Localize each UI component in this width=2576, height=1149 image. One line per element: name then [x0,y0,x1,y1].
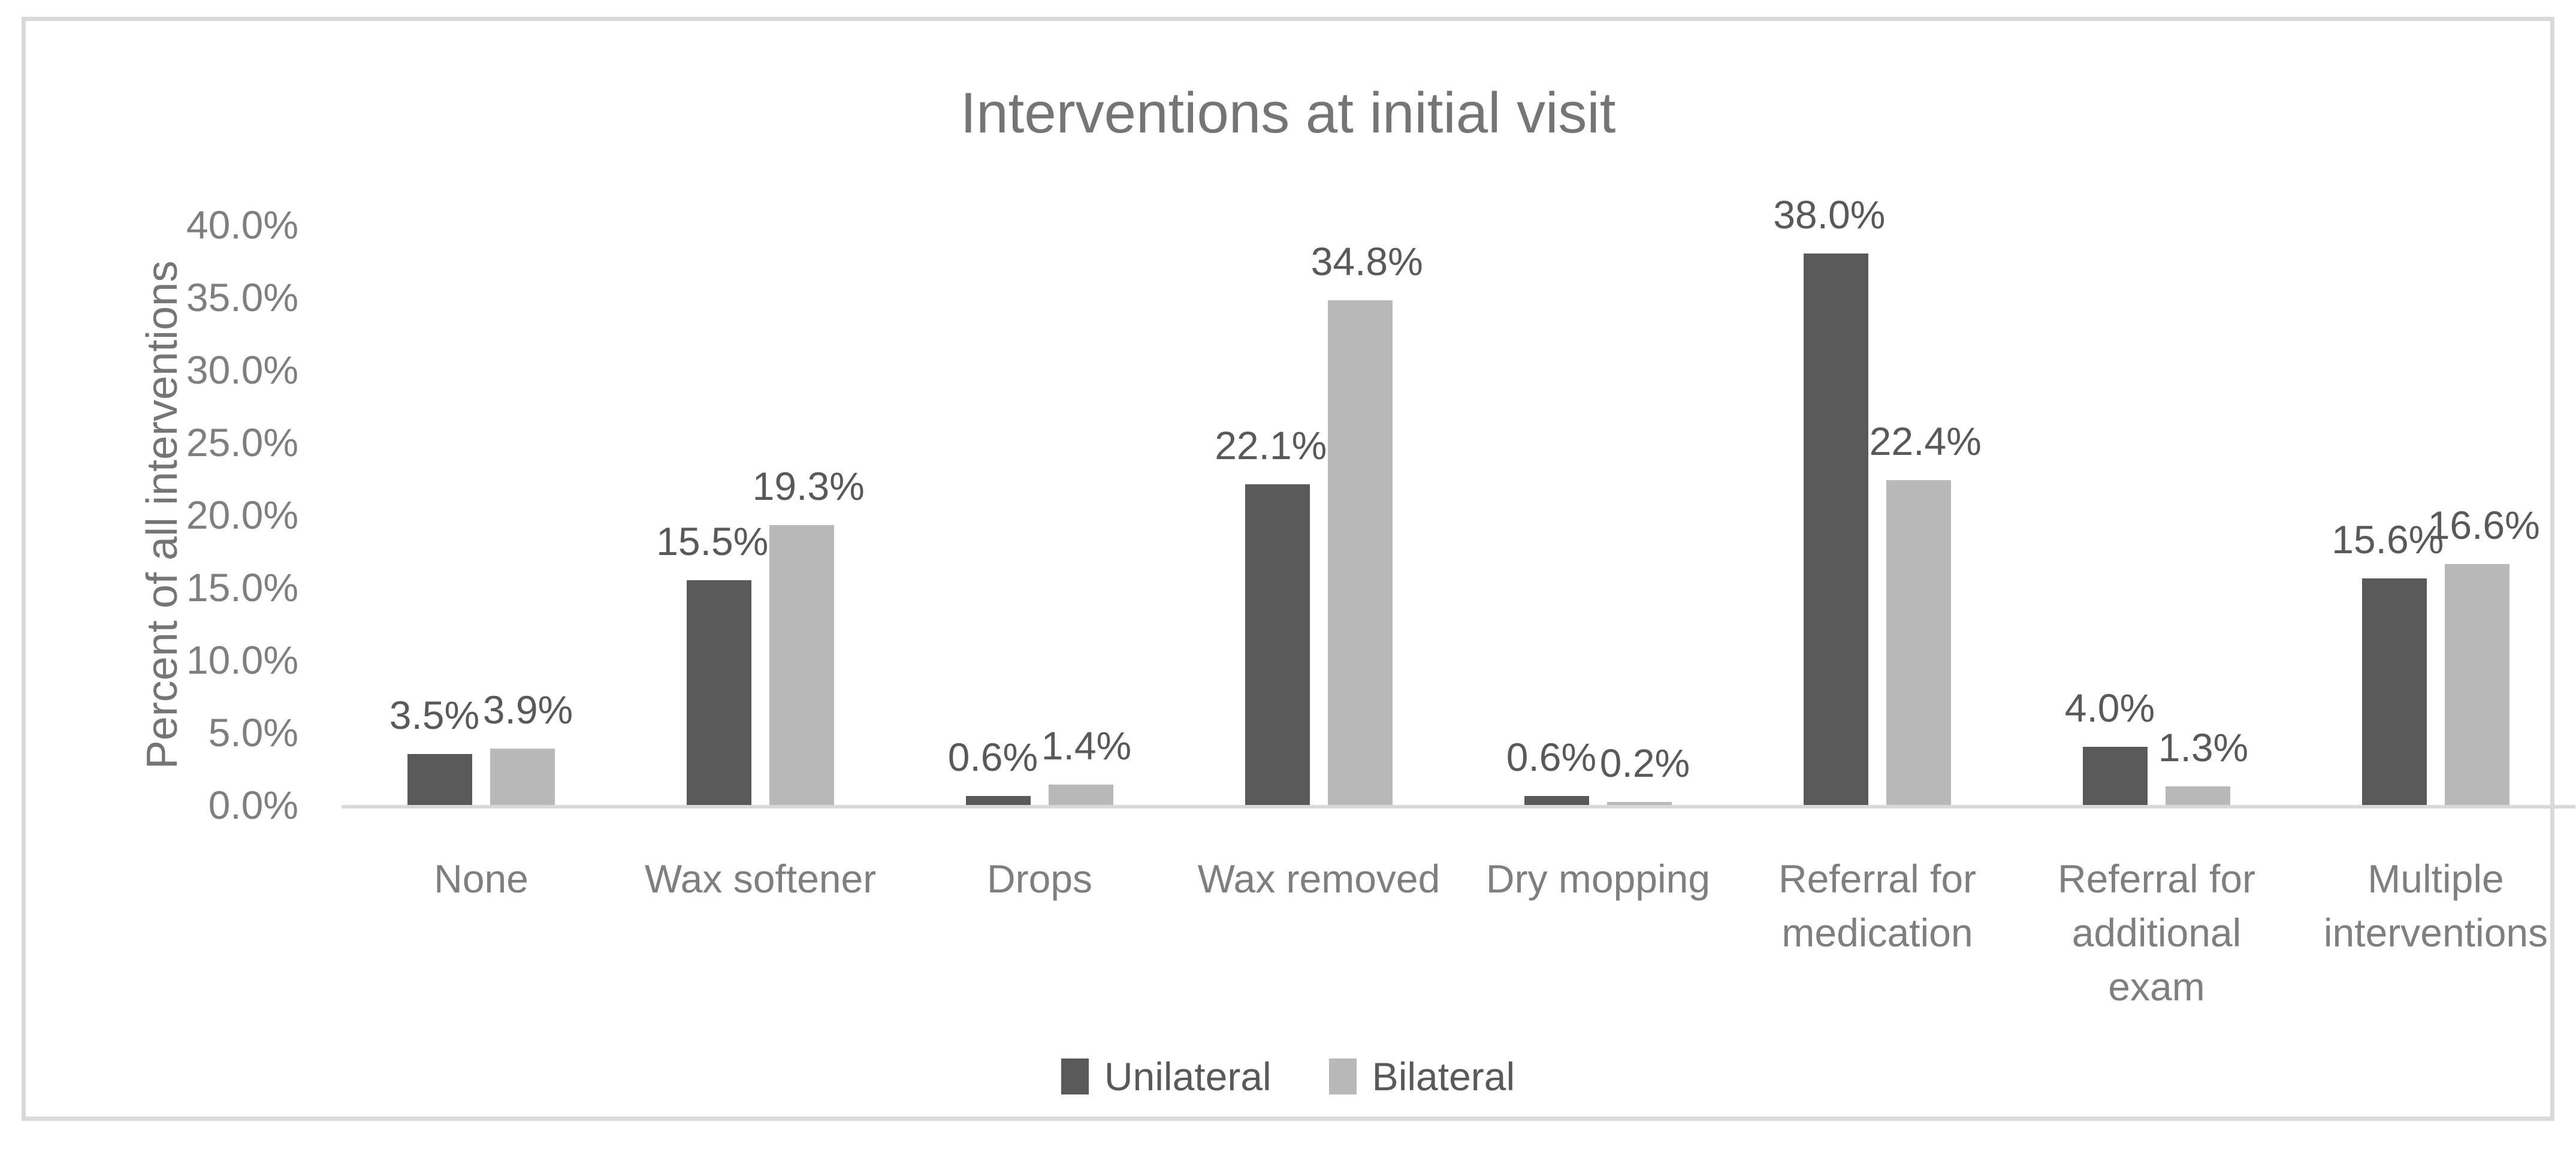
y-tick-label: 25.0% [186,420,298,465]
plot-area: 3.5% 3.9% 15.5% 19.3% 0.6% 1.4% 22.1% 34.8% 0.6%… [342,192,2575,809]
category-cell: Drops [900,852,1179,1014]
data-label-bilateral: 34.8% [1310,239,1423,284]
data-label-unilateral: 38.0% [1773,192,1886,237]
legend-item-unilateral: Unilateral [1061,1054,1272,1099]
category-label: Wax removed [1197,857,1440,901]
bar-bilateral [1328,300,1393,805]
bar-group: 38.0% 22.4% [1738,192,2017,805]
category-label: Referral for medication [1778,857,1977,955]
data-label-unilateral: 15.5% [656,518,769,563]
bar-group: 3.5% 3.9% [342,225,621,805]
data-label-bilateral: 16.6% [2427,503,2540,548]
bar-group: 15.5% 19.3% [621,225,900,805]
category-label: Dry mopping [1485,857,1711,901]
category-cell: Dry mopping [1458,852,1738,1014]
y-tick-label: 10.0% [186,638,298,682]
category-cell: Wax removed [1179,852,1458,1014]
category-label: None [434,857,529,901]
bar-unilateral [1524,796,1589,805]
bar-unilateral [2362,578,2427,805]
bar-bilateral [490,748,555,805]
bar-bilateral [1886,479,1951,805]
legend-item-bilateral: Bilateral [1328,1054,1515,1099]
legend-swatch-unilateral [1061,1058,1089,1094]
category-cell: Wax softener [621,852,900,1014]
bar-group: 15.6% 16.6% [2296,225,2575,805]
bar-group: 22.1% 34.8% [1179,225,1458,805]
y-tick-label: 0.0% [208,783,298,827]
legend-swatch-bilateral [1328,1058,1357,1094]
bar-bilateral [1607,802,1672,805]
y-tick-label: 30.0% [186,348,298,392]
data-label-bilateral: 0.2% [1599,741,1690,786]
bar-bilateral [2166,786,2230,805]
bar-group: 0.6% 1.4% [900,225,1179,805]
legend-label: Bilateral [1372,1054,1515,1099]
chart-frame: Interventions at initial visit Percent o… [22,17,2575,1121]
legend: Unilateral Bilateral [26,1043,2550,1110]
bar-unilateral [1245,484,1310,805]
category-label: Drops [986,857,1093,901]
data-label-unilateral: 0.6% [947,735,1038,780]
bar-bilateral [1049,785,1113,805]
category-cell: Multiple interventions [2296,852,2575,1014]
y-tick-label: 15.0% [186,565,298,610]
bar-unilateral [407,754,472,805]
bar-unilateral [1804,254,1868,805]
legend-label: Unilateral [1104,1054,1272,1099]
category-cell: None [342,852,621,1014]
data-label-unilateral: 3.5% [389,693,480,738]
category-label: Wax softener [644,857,877,901]
bar-unilateral [687,580,751,805]
category-label: Referral for additional exam [2057,857,2256,1009]
bar-group: 4.0% 1.3% [2017,225,2296,805]
category-cell: Referral for additional exam [2017,852,2296,1014]
chart-title: Interventions at initial visit [960,81,1616,145]
y-tick-label: 40.0% [186,203,298,247]
data-label-bilateral: 19.3% [752,463,865,508]
bar-group: 0.6% 0.2% [1458,225,1738,805]
data-label-bilateral: 1.3% [2158,725,2249,770]
data-label-unilateral: 15.6% [2332,517,2444,562]
category-label: Multiple interventions [2323,857,2548,955]
data-label-bilateral: 1.4% [1041,723,1132,768]
bar-bilateral [769,524,834,805]
y-tick-label: 35.0% [186,275,298,319]
data-label-bilateral: 3.9% [482,687,573,732]
y-axis-ticks: 40.0% 35.0% 30.0% 25.0% 20.0% 15.0% 10.0% 5.0% 0… [26,21,298,1117]
bar-bilateral [2445,564,2509,805]
y-tick-label: 20.0% [186,493,298,537]
bar-unilateral [2083,747,2148,805]
data-label-unilateral: 4.0% [2064,686,2155,731]
y-tick-label: 5.0% [208,710,298,755]
data-label-unilateral: 22.1% [1215,423,1327,468]
data-label-bilateral: 22.4% [1869,418,1982,463]
category-cell: Referral for medication [1738,852,2017,1014]
data-label-unilateral: 0.6% [1506,735,1597,780]
category-axis: None Wax softener Drops Wax removed Dry mopp… [342,852,2575,1014]
bar-unilateral [966,796,1031,805]
